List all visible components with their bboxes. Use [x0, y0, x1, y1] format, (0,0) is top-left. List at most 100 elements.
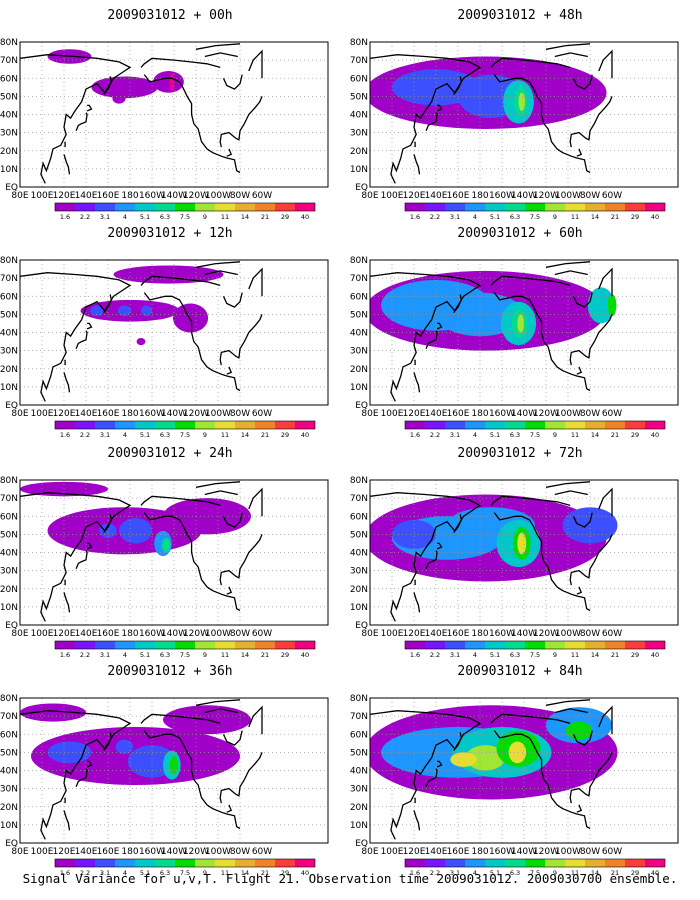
colorbar-label: 7.5: [530, 869, 540, 876]
coastline: [598, 267, 613, 297]
coastline: [20, 272, 132, 402]
colorbar-swatch: [275, 859, 295, 867]
colorbar-swatch: [625, 203, 645, 211]
coastline: [86, 760, 93, 768]
lon-tick-label: 80W: [230, 847, 250, 857]
lon-tick-label: 140W: [511, 191, 537, 201]
colorbar-label: 21: [611, 213, 619, 220]
variance-contour: [153, 71, 184, 93]
coastline: [248, 49, 263, 79]
lon-tick-label: 120W: [533, 409, 559, 419]
lon-tick-label: 100E: [381, 629, 404, 639]
lon-tick-label: 140W: [511, 847, 537, 857]
colorbar-label: 7.5: [530, 651, 540, 658]
lon-tick-label: 100W: [555, 409, 581, 419]
lat-tick-label: 70N: [350, 56, 368, 66]
coastline: [195, 261, 241, 268]
coastline: [143, 74, 241, 174]
panel-title: 2009031012 + 72h: [457, 446, 583, 461]
coastline: [569, 314, 613, 366]
variance-contour: [119, 518, 152, 544]
lon-tick-label: 100W: [555, 629, 581, 639]
colorbar-label: 11: [571, 651, 579, 658]
colorbar-swatch: [425, 421, 445, 429]
colorbar-label: 9: [553, 431, 557, 438]
colorbar-label: 40: [651, 651, 659, 658]
coastline: [75, 330, 88, 350]
coastline: [493, 730, 591, 830]
lon-tick-label: 100W: [205, 847, 231, 857]
coastline: [103, 76, 112, 96]
variance-contour: [112, 92, 126, 104]
coastline: [598, 49, 613, 79]
colorbar-swatch: [115, 641, 135, 649]
colorbar-label: 40: [651, 431, 659, 438]
coastline: [493, 74, 591, 174]
colorbar-swatch: [195, 421, 215, 429]
colorbar-swatch: [465, 421, 485, 429]
coastline: [143, 512, 241, 612]
lat-tick-label: EQ: [355, 183, 368, 193]
lon-tick-label: 140E: [75, 191, 98, 201]
lat-tick-label: 20N: [0, 585, 18, 595]
coastline: [370, 54, 482, 184]
colorbar-label: 11: [221, 651, 229, 658]
lon-tick-label: 120W: [533, 191, 559, 201]
colorbar-swatch: [625, 859, 645, 867]
variance-contour: [136, 337, 146, 346]
lon-tick-label: 160E: [97, 629, 120, 639]
map-panel: 2009031012 + 36h 80N 70N 60N 50N 40N 30N 20N 10N…: [0, 664, 340, 876]
lat-tick-label: 80N: [0, 476, 18, 486]
colorbar-swatch: [55, 641, 75, 649]
colorbar-swatch: [405, 421, 425, 429]
colorbar-swatch: [645, 203, 665, 211]
colorbar-swatch: [405, 859, 425, 867]
coastline: [436, 322, 443, 330]
colorbar-label: 9: [203, 869, 207, 876]
lat-tick-label: 80N: [0, 256, 18, 266]
colorbar-swatch: [95, 641, 115, 649]
lat-tick-label: 70N: [0, 274, 18, 284]
coastline: [545, 481, 591, 488]
colorbar-swatch: [425, 641, 445, 649]
lat-tick-label: 60N: [350, 74, 368, 84]
coastline: [226, 148, 233, 157]
colorbar-label: 6.3: [160, 431, 170, 438]
colorbar-label: 1.6: [60, 869, 70, 876]
lon-tick-label: 80E: [11, 409, 28, 419]
colorbar-label: 14: [241, 213, 249, 220]
coastline: [545, 43, 591, 50]
variance-contour: [450, 752, 477, 767]
coastline: [425, 768, 438, 788]
colorbar-swatch: [465, 859, 485, 867]
coastline: [490, 57, 571, 69]
lon-tick-label: 100E: [381, 847, 404, 857]
colorbar-label: 3.1: [450, 213, 460, 220]
lat-tick-label: 10N: [350, 603, 368, 613]
lat-tick-label: 80N: [350, 694, 368, 704]
colorbar-swatch: [545, 203, 565, 211]
lon-tick-label: 80W: [580, 629, 600, 639]
colorbar-swatch: [445, 421, 465, 429]
lat-tick-label: 10N: [0, 603, 18, 613]
variance-contour: [169, 756, 179, 775]
lat-tick-label: 40N: [0, 111, 18, 121]
lat-tick-label: 10N: [350, 165, 368, 175]
colorbar-swatch: [275, 203, 295, 211]
coastline: [370, 272, 482, 402]
lat-tick-label: 10N: [350, 383, 368, 393]
coastline: [204, 708, 238, 714]
variance-contour: [117, 305, 132, 317]
colorbar-label: 3.1: [450, 431, 460, 438]
colorbar-swatch: [505, 641, 525, 649]
colorbar-swatch: [55, 421, 75, 429]
coastline: [143, 292, 241, 392]
colorbar-swatch: [155, 859, 175, 867]
lon-tick-label: 100W: [205, 409, 231, 419]
map-panel: 2009031012 + 72h 80N 70N 60N 50N 40N 30N 20N 10N…: [350, 446, 690, 658]
lat-tick-label: 50N: [350, 92, 368, 102]
lat-tick-label: EQ: [5, 183, 18, 193]
colorbar-swatch: [115, 421, 135, 429]
lat-tick-label: 20N: [350, 585, 368, 595]
